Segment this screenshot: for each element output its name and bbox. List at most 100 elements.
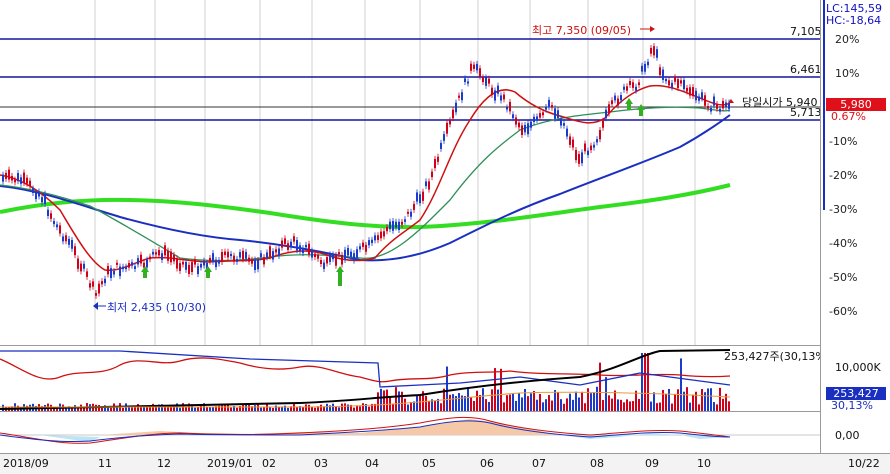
candle-body (350, 251, 352, 257)
volume-panel[interactable]: 253,427주(30,13%) (0, 347, 830, 412)
candle-body (509, 101, 511, 112)
volume-bar (665, 393, 667, 411)
candle-body (38, 191, 40, 197)
volume-bar (308, 404, 310, 411)
volume-bar (395, 387, 397, 411)
candle-body (719, 108, 721, 112)
candle-body (452, 109, 454, 119)
volume-bar (644, 353, 646, 411)
candle-body (77, 258, 79, 269)
volume-blue-line (0, 350, 731, 388)
candle-body (431, 171, 433, 178)
right-price-axis: LC:145,59 HC:-18,64 20%10%0%-10%-20%-30%… (820, 0, 890, 455)
candle-body (167, 250, 169, 261)
candle-body (332, 254, 334, 260)
candle-body (404, 219, 406, 222)
buy-signal-icon (141, 266, 149, 278)
candle-body (593, 144, 595, 148)
candle-body (596, 139, 598, 143)
candle-body (626, 86, 628, 91)
candle-body (341, 254, 343, 265)
volume-bar (521, 397, 523, 411)
volume-bar (494, 368, 496, 411)
price-chart-panel[interactable]: 최고 7,350 (09/05) 최저 2,435 (10/30) 7,105 … (0, 0, 822, 346)
date-tick-label: 07 (532, 457, 546, 470)
candle-body (524, 124, 526, 133)
volume-bar (533, 390, 535, 411)
candle-body (113, 270, 115, 275)
candle-body (482, 77, 484, 83)
volume-bar (488, 401, 490, 411)
candle-body (707, 106, 709, 109)
candle-body (698, 96, 700, 101)
candle-body (590, 145, 592, 151)
candle-body (515, 117, 517, 125)
date-tick-label: 02 (262, 457, 276, 470)
volume-bar (269, 406, 271, 411)
volume-bar (338, 407, 340, 411)
candle-body (476, 63, 478, 71)
candle-body (284, 238, 286, 244)
date-tick-label: 10 (697, 457, 711, 470)
low-annotation: 최저 2,435 (10/30) (107, 301, 207, 314)
volume-bar (650, 401, 652, 411)
volume-bar (347, 404, 349, 411)
volume-bar (425, 395, 427, 411)
volume-bar (599, 362, 601, 411)
candle-body (569, 136, 571, 145)
candle-body (503, 94, 505, 100)
volume-bar (287, 407, 289, 411)
candle-body (446, 122, 448, 134)
candle-body (17, 173, 19, 182)
candle-body (164, 245, 166, 256)
candle-body (179, 263, 181, 271)
volume-bar (455, 396, 457, 411)
signal-arrows (141, 98, 645, 286)
volume-bar (266, 404, 268, 411)
volume-bar (224, 404, 226, 411)
candle-body (215, 259, 217, 268)
candle-body (401, 221, 403, 225)
volume-bar (332, 403, 334, 411)
candle-body (665, 78, 667, 82)
volume-value-box: 253,427 (826, 387, 886, 400)
candle-body (536, 116, 538, 120)
volume-bar (479, 394, 481, 411)
candle-body (68, 238, 70, 245)
volume-bar (296, 407, 298, 411)
candle-body (680, 80, 682, 84)
candle-body (326, 257, 328, 264)
volume-shares-label: 253,427주(30,13%) (724, 350, 831, 363)
candle-body (548, 99, 550, 108)
candle-body (722, 100, 724, 109)
candle-body (278, 248, 280, 256)
volume-bar (536, 399, 538, 411)
volume-bar (560, 399, 562, 411)
osc-tick-label: 0,00 (835, 429, 860, 442)
volume-bar (107, 406, 109, 411)
volume-bar (719, 387, 721, 411)
date-tick-label: 11 (98, 457, 112, 470)
date-tick-label: 10/22 (848, 457, 880, 470)
volume-bar (683, 391, 685, 411)
candle-body (494, 90, 496, 101)
candle-body (95, 293, 97, 296)
candle-body (602, 120, 604, 128)
candle-body (155, 252, 157, 255)
candle-body (296, 240, 298, 251)
candle-body (662, 69, 664, 80)
candle-body (572, 139, 574, 148)
volume-bar (485, 399, 487, 411)
volume-bar (461, 395, 463, 411)
candle-body (47, 209, 49, 216)
candle-body (344, 249, 346, 261)
volume-bar (122, 407, 124, 411)
volume-bar (575, 391, 577, 411)
date-tick-label: 2018/09 (3, 457, 49, 470)
candle-body (710, 107, 712, 112)
volume-bar (326, 403, 328, 411)
oscillator-panel[interactable] (0, 413, 820, 453)
candle-body (161, 253, 163, 260)
candle-body (230, 253, 232, 257)
candle-body (527, 123, 529, 135)
